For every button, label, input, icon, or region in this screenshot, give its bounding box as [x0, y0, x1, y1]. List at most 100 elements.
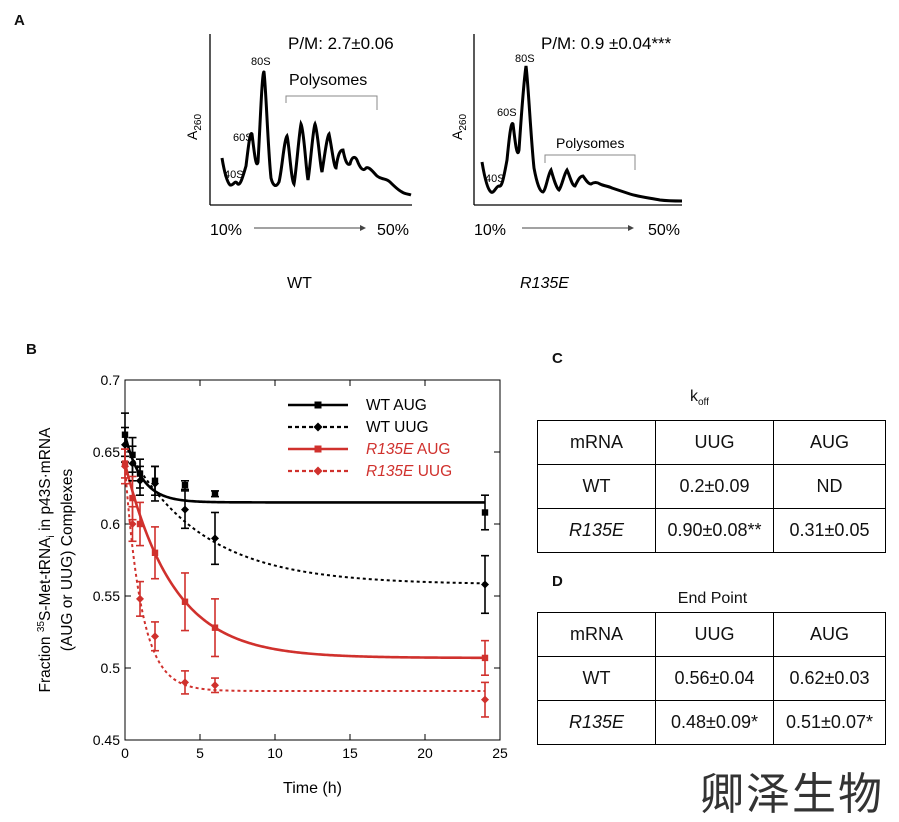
- table-cell: 0.62±0.03: [773, 656, 886, 701]
- plot-frame: [124, 379, 501, 741]
- profile-ylabel: A260: [449, 114, 469, 140]
- table-cell: ND: [773, 464, 886, 509]
- data-point: [211, 624, 219, 631]
- data-point: [481, 695, 489, 704]
- table-cell: R135E: [537, 700, 656, 745]
- pm-ratio: P/M: 2.7±0.06: [288, 34, 394, 53]
- profile-wt: 40S 60S 80S Polysomes P/M: 2.7±0.06 10% …: [184, 34, 412, 292]
- data-point: [181, 505, 189, 514]
- legend-marker: [313, 422, 323, 432]
- panel-label-c: C: [552, 350, 563, 367]
- data-point: [151, 479, 159, 488]
- x-axis-label: Time (h): [283, 780, 342, 797]
- table-header-cell: mRNA: [537, 612, 656, 657]
- x-tick-label: 15: [342, 745, 358, 761]
- table-cell: 0.90±0.08**: [655, 508, 774, 553]
- polysome-label: Polysomes: [289, 72, 367, 89]
- legend-label: R135E UUG: [366, 463, 452, 480]
- legend-label: WT AUG: [366, 397, 427, 414]
- legend-label: WT UUG: [366, 419, 429, 436]
- y-tick-label: 0.7: [101, 372, 121, 388]
- data-point: [481, 580, 489, 589]
- gradient-start: 10%: [474, 222, 506, 239]
- table-cell: 0.51±0.07*: [773, 700, 886, 745]
- data-point: [151, 632, 159, 641]
- data-point: [136, 476, 144, 485]
- peak-label-60s: 60S: [497, 107, 517, 119]
- gradient-end: 50%: [648, 222, 680, 239]
- table-header-cell: AUG: [773, 420, 886, 465]
- data-point: [211, 490, 219, 497]
- table-cell: 0.2±0.09: [655, 464, 774, 509]
- profile-r135e: 40S 60S 80S Polysomes P/M: 0.9 ±0.04*** …: [449, 34, 683, 292]
- gradient-arrowhead: [628, 225, 634, 231]
- legend-marker: [314, 445, 322, 453]
- watermark: 卿泽生物: [700, 769, 884, 820]
- data-point: [181, 481, 189, 489]
- data-point: [211, 681, 219, 690]
- data-point: [151, 549, 159, 556]
- table-header-cell: UUG: [655, 420, 774, 465]
- plot-points: [121, 412, 489, 718]
- table-cell: 0.56±0.04: [655, 656, 774, 701]
- table-d-title: End Point: [677, 590, 748, 607]
- data-point: [129, 494, 136, 502]
- peak-label-40s: 40S: [224, 169, 244, 181]
- pm-ratio: P/M: 0.9 ±0.04***: [541, 34, 672, 53]
- x-tick-label: 5: [196, 745, 204, 761]
- x-tick-label: 0: [121, 745, 129, 761]
- data-point: [128, 520, 137, 528]
- table-header-cell: UUG: [655, 612, 774, 657]
- data-point: [121, 440, 129, 449]
- table-c-title: koff: [690, 388, 709, 409]
- gradient-end: 50%: [377, 222, 409, 239]
- legend-marker: [313, 466, 323, 476]
- polysome-label: Polysomes: [556, 135, 624, 151]
- data-point: [136, 594, 144, 603]
- data-point: [181, 678, 189, 687]
- dissociation-chart: 0 5 10 15 20 250.450.50.550.60.650.7 WT AUGWT…: [36, 372, 508, 797]
- table-cell: R135E: [537, 508, 656, 553]
- y-axis-label-line2: (AUG or UUG) Complexes: [59, 468, 76, 651]
- data-point: [211, 534, 219, 543]
- table-cell: WT: [537, 656, 656, 701]
- legend: WT AUG WT UUG R135E AUG R135E UUG: [288, 397, 452, 480]
- data-point: [181, 598, 189, 605]
- gradient-arrowhead: [360, 225, 366, 231]
- endpoint-table: mRNA UUG AUG WT 0.56±0.04 0.62±0.03 R135…: [537, 612, 886, 745]
- polysome-bracket: [285, 95, 378, 110]
- profile-r135e-trace: [480, 65, 683, 203]
- y-tick-label: 0.65: [93, 444, 120, 460]
- gradient-start: 10%: [210, 222, 242, 239]
- y-tick-label: 0.55: [93, 588, 120, 604]
- profile-wt-trace: [220, 70, 412, 197]
- data-point: [481, 654, 489, 662]
- peak-label-40s: 40S: [485, 173, 505, 185]
- table-header-cell: mRNA: [537, 420, 656, 465]
- peak-label-80s: 80S: [251, 56, 271, 68]
- koff-table: mRNA UUG AUG WT 0.2±0.09 ND R135E 0.90±0…: [537, 420, 886, 553]
- y-tick-label: 0.45: [93, 732, 120, 748]
- x-tick-label: 25: [492, 745, 508, 761]
- profile-ylabel: A260: [184, 114, 204, 140]
- table-cell: WT: [537, 464, 656, 509]
- legend-marker: [314, 401, 322, 409]
- peak-label-60s: 60S: [233, 132, 253, 144]
- data-point: [121, 462, 129, 471]
- data-point: [136, 520, 144, 528]
- plot-axes: 0 5 10 15 20 25 0.45 0.5 0.55 0.6 0.65 0.7: [93, 372, 508, 761]
- panel-label-d: D: [552, 573, 563, 590]
- y-tick-label: 0.6: [101, 516, 121, 532]
- y-tick-label: 0.5: [101, 660, 121, 676]
- peak-label-80s: 80S: [515, 53, 535, 65]
- fit-line: [123, 463, 486, 660]
- legend-label: R135E AUG: [366, 441, 450, 458]
- table-header-cell: AUG: [773, 612, 886, 657]
- data-point: [481, 509, 489, 516]
- x-tick-label: 10: [267, 745, 283, 761]
- profile-caption: R135E: [520, 275, 569, 292]
- table-cell: 0.31±0.05: [773, 508, 886, 553]
- y-axis-label: Fraction 35S-Met-tRNAi in p43S·mRNA: [36, 427, 57, 693]
- profile-caption: WT: [287, 275, 312, 292]
- panel-label-a: A: [14, 12, 25, 29]
